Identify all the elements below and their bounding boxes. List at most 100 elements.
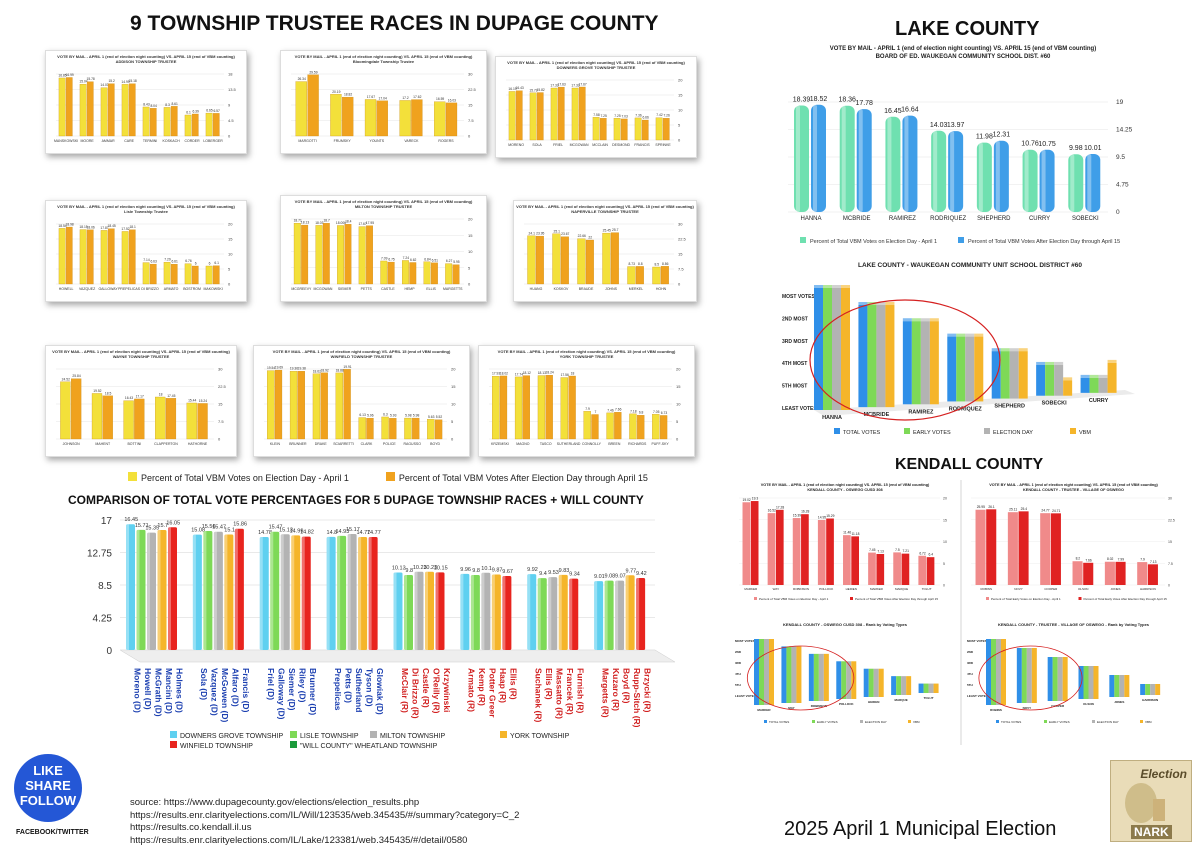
category-label: HUANG [530,287,543,291]
candidate-label: Suchanek (R) [534,668,544,722]
bar-value-label: 15.7 [157,523,168,529]
bar [602,232,611,285]
bar-value-label: 20.19 [332,90,340,94]
rank-bar-top [823,285,832,288]
bar-value-label: 17.33 [571,84,579,88]
candidate-label: Castle (R) [421,668,431,708]
bar-value-label: 15.44 [188,398,196,402]
bar-value-label: 17.74 [515,372,523,376]
bar [560,377,568,440]
township-chart-card: VOTE BY MAIL - APRIL 1 (end of election … [495,56,697,158]
candidate-label: Margetts (R) [600,668,610,718]
y-tick-label: 5 [676,419,679,424]
y-tick-label: 10 [943,540,947,544]
rank-bar [986,639,991,705]
category-label: TOLUT [922,587,932,591]
rank-bar [796,646,802,703]
bar-highlight [147,532,150,650]
bar-value-label: 18.36 [838,97,856,104]
bar-value-label: 8.8 [638,262,643,266]
bar-value-label: 7.13 [1150,560,1157,564]
bar-value-label: 29.59 [309,70,317,74]
legend-label: TOTAL VOTES [1001,720,1021,724]
bar [568,375,576,440]
category-label: HANNA [800,216,821,222]
bar [358,417,366,440]
bar [71,378,82,440]
rank-bar [923,683,929,693]
comparison-bar [537,578,547,650]
legend-swatch [1092,720,1095,723]
rank-bar-top [1063,377,1073,381]
bar [902,115,918,212]
bar-value-label: 18.03 [315,221,323,225]
bar-highlight [594,581,598,650]
bar-highlight [796,105,800,212]
bar [380,260,388,285]
bar [205,265,213,285]
category-label: HANNA [822,415,842,421]
bar [434,419,443,440]
candidate-label: Massatto (R) [555,668,565,719]
source-line-1[interactable]: source: https://www.dupagecounty.gov/ele… [130,797,420,808]
comparison-bar [460,573,470,650]
bar [289,371,298,440]
comparison-bar [558,574,568,650]
legend-swatch [850,597,853,600]
candidate-label: Siemer (D) [287,668,297,711]
bar-value-label: 7.99 [1118,557,1125,561]
source-line-2[interactable]: https://results.enr.clarityelections.com… [130,809,520,821]
bar [170,106,178,137]
bar [655,117,663,141]
legend-label: Percent of Total Early Votes After Elect… [1084,597,1168,601]
category-label: MCCLAIN [592,143,608,147]
bar-value-label: 8.86 [662,262,669,266]
rank-bar [769,639,774,705]
rank-bar [786,646,792,703]
bar-value-label: 6.57 [213,109,220,113]
category-label: FRUMSKY [334,139,352,143]
bar [1072,561,1083,585]
candidate-label: Potter Greer [488,668,498,718]
bar [856,109,872,212]
bar-value-label: 9.67 [502,569,513,575]
bar [817,519,826,585]
bar-value-label: 7.14 [143,258,150,262]
legend-swatch [290,731,297,738]
category-label: KOSKOV [554,287,569,291]
rank-bar [791,646,797,703]
bar [620,118,628,141]
category-label: CONNOLLY [582,442,602,446]
like-share-follow-badge[interactable]: LIKE SHARE FOLLOW [14,754,82,822]
rank-label: LEAST VOTES [967,694,988,698]
category-label: TERMINI [143,139,157,143]
rank-bar-top [814,285,823,288]
bar-value-label: 5.52 [436,415,443,419]
bar [634,117,642,141]
source-line-3[interactable]: https://results.co.kendall.il.us [130,822,252,833]
bar-value-label: 7.42 [656,113,663,117]
bar-value-label: 18.13 [538,371,546,375]
bar-value-label: 7.21 [902,549,909,553]
township-chart-card: VOTE BY MAIL - APRIL 1 (end of election … [280,50,487,154]
category-label: MARQUE [895,587,908,591]
bar [652,414,660,440]
y-tick-label: 0 [943,584,945,588]
bar-value-label: 18.92 [320,368,328,372]
bar-highlight [950,131,955,212]
bar-value-label: 26.1 [988,505,995,509]
bar [267,370,275,440]
comparison-bar [481,572,491,650]
rank-bar-top [929,318,939,322]
rank-bar-top [911,318,921,322]
legend-after: Percent of Total VBM Votes After Electio… [398,473,648,483]
bar-value-label: 9.4 [539,571,547,577]
rank-bar-top [1045,361,1055,365]
rank-label: 4TH MOST [782,361,807,367]
category-label: BOTTINI [127,442,141,446]
highlight-ellipse [809,299,1001,421]
candidate-label: McClair (R) [400,668,410,713]
source-line-4[interactable]: https://results.enr.clarityelections.com… [130,834,468,846]
bar [322,223,330,285]
